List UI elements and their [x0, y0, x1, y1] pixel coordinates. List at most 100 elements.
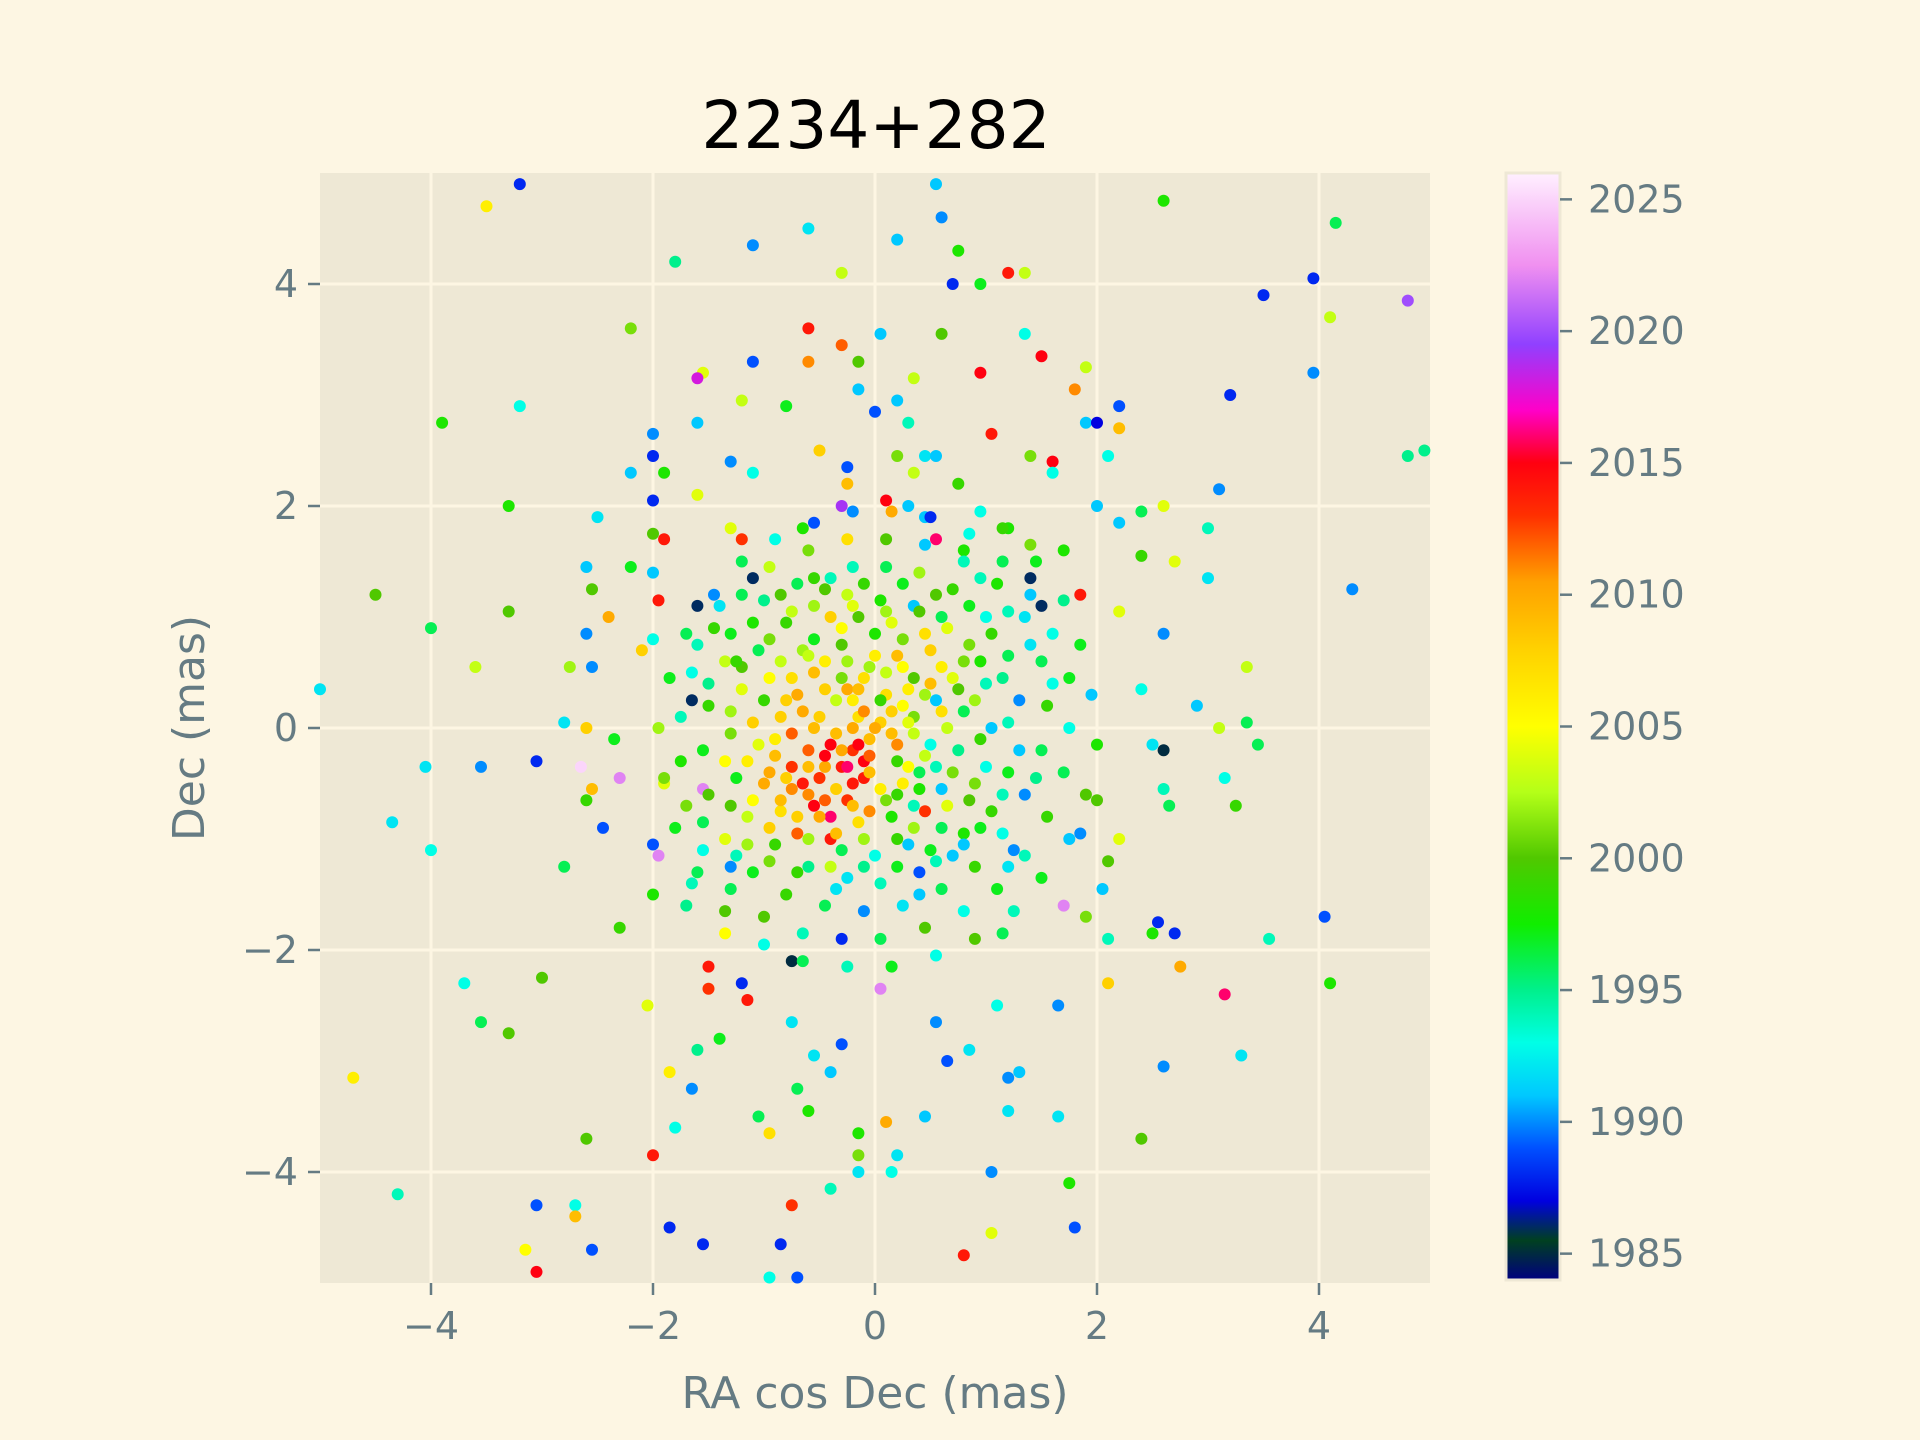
- scatter-point-139: [1251, 738, 1264, 751]
- scatter-point-129: [580, 722, 593, 734]
- scatter-point-35: [1035, 350, 1048, 363]
- scatter-point-356: [802, 544, 815, 557]
- scatter-point-520: [835, 638, 848, 651]
- scatter-point-303: [935, 611, 948, 623]
- scatter-point-214: [1002, 1105, 1015, 1117]
- scatter-point-290: [752, 738, 765, 751]
- x-tick-label-2: 0: [863, 1304, 887, 1348]
- scatter-point-16: [1324, 311, 1337, 324]
- scatter-point-250: [863, 733, 876, 746]
- scatter-point-310: [735, 683, 748, 696]
- scatter-point-371: [957, 905, 970, 918]
- scatter-point-185: [475, 1016, 487, 1029]
- scatter-point-473: [763, 633, 776, 646]
- scatter-point-89: [1202, 522, 1214, 535]
- scatter-point-171: [613, 921, 626, 934]
- scatter-point-193: [991, 999, 1004, 1012]
- scatter-point-380: [996, 555, 1009, 568]
- scatter-point-135: [574, 760, 587, 773]
- scatter-point-152: [425, 844, 437, 857]
- scatter-point-467: [941, 622, 954, 635]
- scatter-point-203: [663, 1066, 676, 1079]
- scatter-point-516: [935, 705, 948, 718]
- scatter-point-258: [819, 760, 831, 773]
- scatter-point-459: [857, 833, 870, 845]
- scatter-point-194: [1052, 999, 1065, 1012]
- scatter-point-289: [758, 694, 770, 707]
- scatter-point-196: [691, 1043, 704, 1056]
- scatter-point-126: [1135, 683, 1148, 696]
- scatter-point-153: [647, 838, 659, 851]
- scatter-point-478: [741, 838, 754, 851]
- scatter-point-508: [852, 738, 865, 751]
- scatter-point-338: [746, 866, 759, 879]
- scatter-point-66: [624, 466, 637, 479]
- scatter-point-292: [774, 805, 787, 818]
- scatter-point-384: [846, 505, 859, 518]
- scatter-point-503: [907, 727, 920, 740]
- scatter-point-335: [697, 744, 709, 757]
- scatter-point-266: [907, 672, 920, 684]
- scatter-point-442: [907, 821, 920, 834]
- scatter-point-262: [891, 755, 904, 768]
- colorbar-tick-label-8: 2025: [1588, 177, 1685, 221]
- colorbar-tick-label-7: 2020: [1588, 309, 1685, 353]
- scatter-point-382: [924, 511, 937, 524]
- scatter-point-166: [1079, 910, 1092, 923]
- scatter-point-318: [913, 866, 926, 879]
- scatter-point-116: [425, 622, 437, 635]
- scatter-point-113: [1035, 599, 1048, 612]
- scatter-point-329: [846, 561, 859, 573]
- scatter-point-45: [647, 427, 659, 440]
- scatter-point-94: [957, 544, 970, 557]
- scatter-point-284: [896, 633, 909, 646]
- scatter-point-38: [1068, 383, 1081, 396]
- scatter-point-240: [774, 1238, 787, 1251]
- scatter-point-429: [919, 749, 931, 762]
- scatter-point-487: [1002, 766, 1015, 779]
- scatter-point-134: [530, 755, 543, 768]
- scatter-point-509: [796, 777, 809, 790]
- scatter-point-182: [1102, 977, 1115, 990]
- scatter-point-217: [669, 1121, 682, 1134]
- scatter-point-261: [874, 783, 887, 795]
- scatter-point-464: [974, 733, 987, 746]
- scatter-point-502: [874, 694, 887, 707]
- scatter-point-278: [907, 799, 920, 812]
- scatter-point-449: [852, 611, 865, 623]
- scatter-point-150: [1229, 799, 1242, 812]
- scatter-point-155: [1074, 827, 1087, 840]
- scatter-point-37: [1307, 366, 1320, 379]
- scatter-point-483: [891, 860, 904, 873]
- scatter-point-22: [835, 339, 848, 352]
- scatter-point-511: [830, 827, 843, 840]
- scatter-point-416: [891, 738, 904, 751]
- scatter-point-207: [1002, 1071, 1015, 1084]
- scatter-point-79: [1091, 500, 1103, 512]
- scatter-point-1: [480, 200, 493, 213]
- scatter-point-233: [785, 1199, 798, 1212]
- scatter-point-125: [685, 694, 698, 707]
- scatter-point-60: [930, 450, 942, 462]
- scatter-point-409: [1057, 594, 1070, 607]
- scatter-point-539: [1046, 677, 1059, 690]
- scatter-point-336: [702, 788, 715, 801]
- scatter-point-379: [1024, 588, 1037, 601]
- scatter-point-168: [1152, 916, 1164, 929]
- scatter-point-86: [974, 505, 987, 518]
- scatter-point-200: [1235, 1049, 1248, 1062]
- scatter-point-55: [724, 455, 737, 468]
- plot-area: [314, 173, 1431, 1284]
- scatter-point-482: [857, 860, 870, 873]
- scatter-point-226: [852, 1166, 865, 1178]
- scatter-point-490: [985, 627, 998, 640]
- scatter-point-531: [852, 683, 865, 696]
- scatter-point-406: [1091, 738, 1103, 751]
- scatter-point-52: [1091, 416, 1103, 429]
- scatter-point-544: [730, 849, 743, 862]
- scatter-point-180: [735, 977, 748, 990]
- scatter-point-547: [713, 599, 726, 612]
- scatter-point-3: [1157, 194, 1170, 207]
- scatter-point-6: [746, 239, 759, 252]
- scatter-point-99: [624, 561, 637, 573]
